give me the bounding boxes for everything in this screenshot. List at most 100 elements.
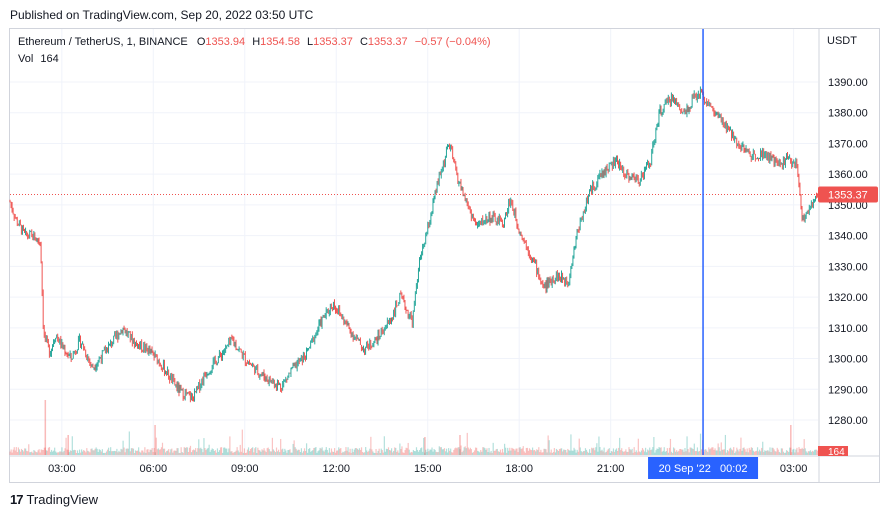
volume-bar	[464, 446, 466, 455]
volume-bar	[712, 447, 714, 455]
volume-bar	[533, 450, 535, 455]
volume-bar	[725, 452, 728, 455]
volume-bar	[227, 452, 229, 455]
volume-bar	[634, 451, 636, 455]
volume-bar	[261, 449, 263, 455]
volume-bar	[686, 436, 688, 455]
volume-bar	[393, 450, 395, 455]
volume-bar	[652, 447, 654, 455]
volume-bar	[469, 447, 471, 455]
volume-bar	[91, 448, 93, 455]
volume-bar	[656, 448, 658, 455]
volume-bar	[728, 448, 731, 455]
volume-spike	[424, 437, 426, 455]
volume-bar	[191, 450, 194, 455]
volume-bar	[605, 451, 607, 455]
last-price-tag: 1353.37	[828, 190, 868, 202]
volume-bar	[389, 450, 392, 455]
volume-bar	[615, 448, 618, 455]
volume-bar	[553, 448, 555, 455]
price-tick-label: 1390.00	[828, 77, 868, 89]
volume-bar	[456, 448, 458, 455]
volume-bar	[183, 447, 185, 455]
volume-bar	[653, 437, 655, 455]
volume-bar	[435, 451, 437, 455]
volume-bar	[528, 448, 531, 455]
volume-bar	[409, 452, 411, 455]
volume-bar	[428, 451, 430, 455]
volume-bar	[92, 450, 94, 455]
volume-bar	[320, 448, 322, 455]
volume-bar	[49, 451, 52, 455]
volume-bar	[280, 438, 282, 455]
volume-bar	[47, 447, 50, 455]
volume-bar	[172, 452, 174, 455]
volume-bar	[151, 448, 153, 455]
volume-bar	[269, 451, 271, 455]
volume-bar	[272, 449, 275, 455]
volume-bar	[109, 451, 111, 455]
volume-bar	[483, 447, 485, 455]
volume-spike	[154, 425, 156, 455]
chart-frame[interactable]	[9, 28, 880, 483]
symbol-name[interactable]: Ethereum / TetherUS, 1, BINANCE	[18, 36, 188, 48]
volume-bar	[100, 451, 102, 455]
price-axis[interactable]: 1280.00 1290.00 1300.00 1310.00 1320.00 1330.…	[828, 77, 868, 427]
volume-bar	[655, 450, 657, 455]
volume-bar	[801, 447, 803, 455]
volume-bar	[126, 448, 128, 455]
volume-bar	[293, 440, 295, 455]
volume-bar	[13, 447, 15, 455]
volume-bar	[627, 451, 629, 455]
published-note: Published on TradingView.com, Sep 20, 20…	[10, 8, 314, 22]
volume-bar	[805, 451, 807, 455]
volume-bar	[354, 448, 356, 455]
volume-bar	[402, 452, 404, 455]
volume-bar	[319, 447, 321, 455]
volume-bar	[96, 448, 98, 455]
volume-bar	[286, 452, 288, 455]
volume-bar	[28, 444, 30, 455]
volume-bar	[439, 447, 441, 455]
volume-bar	[38, 449, 40, 455]
volume-bar	[622, 451, 624, 455]
volume-bar	[618, 447, 620, 455]
volume-bar	[255, 447, 257, 455]
volume-bar	[34, 450, 36, 455]
footer-brand[interactable]: 17 TradingView	[10, 492, 98, 507]
volume-bar	[694, 451, 696, 455]
volume-bar	[418, 450, 421, 455]
volume-bar	[523, 451, 525, 455]
symbol-legend[interactable]: Ethereum / TetherUS, 1, BINANCE O1353.94…	[18, 36, 491, 48]
volume-bar	[444, 451, 447, 455]
volume-bar	[507, 447, 509, 455]
volume-bar	[356, 448, 358, 455]
volume-bar	[699, 433, 702, 455]
volume-bar	[766, 450, 768, 455]
volume-bar	[571, 450, 573, 455]
time-axis[interactable]: 03:00 06:00 09:00 12:00 15:00 18:00 21:00 03:00	[48, 463, 807, 475]
volume-bar	[12, 449, 14, 455]
volume-bar	[576, 449, 578, 455]
volume-bar	[56, 452, 58, 455]
volume-bar	[657, 448, 659, 455]
volume-bar	[124, 452, 126, 455]
volume-bar	[771, 447, 773, 455]
volume-bar	[519, 447, 521, 455]
volume-bar	[684, 447, 686, 455]
time-tick-label: 09:00	[231, 463, 259, 475]
volume-bar	[348, 452, 350, 455]
volume-bar	[243, 448, 245, 455]
volume-bar	[401, 446, 403, 455]
volume-bar	[83, 450, 85, 455]
volume-bar	[40, 449, 42, 455]
volume-bar	[549, 452, 551, 455]
volume-bar	[756, 447, 759, 455]
volume-legend[interactable]: Vol 164	[18, 53, 59, 65]
volume-bar	[375, 448, 377, 455]
volume-bar	[562, 451, 564, 455]
volume-bar	[271, 437, 273, 455]
volume-bar	[179, 452, 181, 455]
volume-bar	[508, 450, 510, 455]
